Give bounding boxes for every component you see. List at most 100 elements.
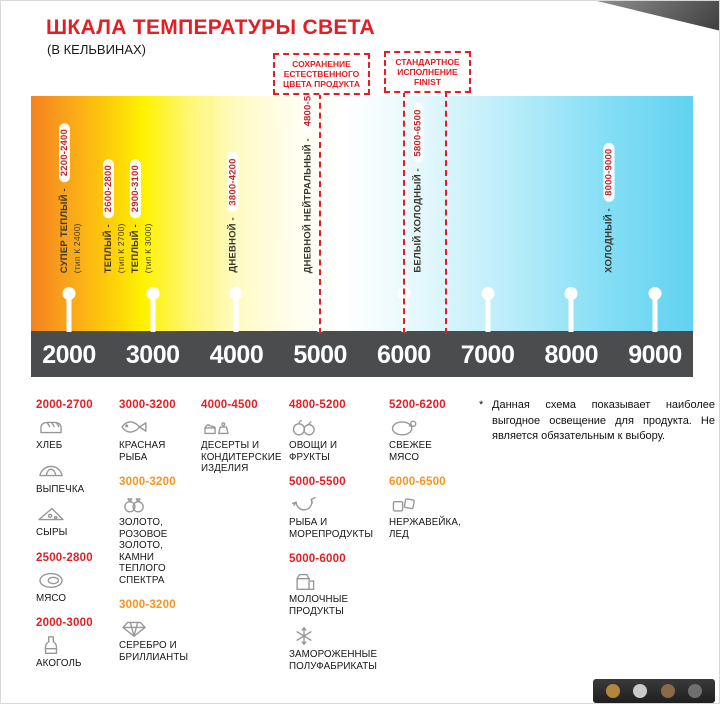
product-label: ОВОЩИ И ФРУКТЫ — [289, 440, 338, 463]
product-label: ХЛЕБ — [36, 440, 63, 451]
scale-tick-label: 3000 — [125, 341, 180, 369]
zone-name: БЕЛЫЙ ХОЛОДНЫЙ - — [412, 165, 424, 273]
scale-marker-2000 — [62, 287, 76, 300]
scale-marker-3000 — [146, 287, 160, 300]
zone-name: ТЕПЛЫЙ - — [103, 220, 114, 273]
product-item: ДЕСЕРТЫ И КОНДИТЕРСКИЕ ИЗДЕЛИЯ — [201, 416, 289, 475]
product-label: МОЛОЧНЫЕ ПРОДУКТЫ — [289, 594, 349, 617]
fish-icon — [119, 416, 201, 438]
zone-name: СУПЕР ТЕПЛЫЙ - — [59, 185, 70, 273]
product-range: 2000-3000 — [36, 617, 93, 629]
scale-marker-8000 — [564, 287, 578, 300]
scale-marker-stem — [485, 298, 491, 332]
product-item: ЗОЛОТО, РОЗОВОЕ ЗОЛОТО, КАМНИ ТЕПЛОГО СП… — [119, 493, 201, 586]
product-column-3: 4000-4500 ДЕСЕРТЫ И КОНДИТЕРСКИЕ ИЗДЕЛИЯ — [201, 399, 289, 483]
product-label: ЗАМОРОЖЕННЫЕ ПОЛУФАБРИКАТЫ — [289, 649, 378, 672]
scale-tick-label: 7000 — [460, 341, 515, 369]
zone-label: ХОЛОДНЫЙ - 8000-9000 — [603, 140, 616, 273]
zone-range-pill: 2200-2400 — [59, 122, 70, 182]
page-title: ШКАЛА ТЕМПЕРАТУРЫ СВЕТА — [46, 16, 375, 39]
product-range: 4000-4500 — [201, 399, 258, 411]
zone-label: ДНЕВНОЙ - 3800-4200 — [227, 149, 240, 273]
photo-dot — [606, 684, 621, 698]
zone-name: ДНЕВНОЙ - — [227, 214, 239, 273]
bread-icon — [36, 416, 114, 438]
product-item: ВЫПЕЧКА — [36, 460, 114, 496]
product-item: СЫРЫ — [36, 503, 114, 539]
scale-marker-4000 — [229, 287, 243, 300]
product-item: МОЛОЧНЫЕ ПРОДУКТЫ — [289, 570, 389, 617]
product-item: КРАСНАЯ РЫБА — [119, 416, 201, 463]
corner-graphic — [597, 1, 719, 31]
product-label: НЕРЖАВЕЙКА, ЛЕД — [389, 517, 461, 540]
zone-range-pill: 2900-3100 — [130, 158, 141, 218]
zone-label: СУПЕР ТЕПЛЫЙ - 2200-2400 (тип К 2400) — [58, 120, 84, 273]
zone-label: ДНЕВНОЙ НЕЙТРАЛЬНЫЙ - 4800-5200 — [302, 70, 315, 273]
zone-name: ДНЕВНОЙ НЕЙТРАЛЬНЫЙ - — [302, 134, 314, 273]
product-range: 4800-5200 — [289, 399, 346, 411]
scale-marker-stem — [568, 298, 574, 332]
product-label: СЕРЕБРО И БРИЛЛИАНТЫ — [119, 640, 189, 663]
callout-line: СТАНДАРТНОЕ — [395, 57, 460, 67]
rings-icon — [119, 493, 201, 515]
product-label: СЫРЫ — [36, 527, 68, 538]
zone-label: ТЕПЛЫЙ - 2900-3100 (тип К 3000) — [129, 156, 155, 273]
zone-name: ХОЛОДНЫЙ - — [603, 205, 615, 273]
zone-name: ТЕПЛЫЙ - — [130, 220, 141, 273]
scale-marker-stem — [233, 298, 239, 332]
scale-tick-label: 4000 — [209, 341, 264, 369]
page-subtitle: (В КЕЛЬВИНАХ) — [47, 42, 146, 57]
kelvin-gradient-bar — [31, 96, 693, 331]
temperature-scale: 2000 3000 4000 5000 6000 7000 8000 9000 СУПЕР ТЕ… — [31, 72, 693, 377]
product-item: ХЛЕБ — [36, 416, 114, 452]
zone-sub: (тип К 2700) — [116, 223, 126, 273]
product-range: 3000-3200 — [119, 476, 176, 488]
frozen-icon — [289, 625, 389, 647]
mark-line-6000 — [402, 91, 405, 334]
product-range: 2500-2800 — [36, 551, 93, 564]
cheese-icon — [36, 503, 114, 525]
zone-range-pill: 8000-9000 — [603, 143, 615, 203]
cakes-icon — [201, 416, 289, 438]
product-item: ЗАМОРОЖЕННЫЕ ПОЛУФАБРИКАТЫ — [289, 625, 389, 672]
product-item: МЯСО — [36, 569, 114, 605]
kelvin-axis-bar — [31, 331, 693, 377]
callout-line: ИСПОЛНЕНИЕ — [397, 67, 458, 77]
scale-tick-label: 6000 — [377, 341, 431, 369]
callout-finist-standard: СТАНДАРТНОЕ ИСПОЛНЕНИЕ FINIST — [384, 51, 471, 93]
callout-line: СОХРАНЕНИЕ — [292, 59, 351, 69]
fruits-icon — [289, 416, 389, 438]
zone-label: БЕЛЫЙ ХОЛОДНЫЙ - 5800-6500 — [412, 100, 425, 273]
callout-line: FINIST — [414, 77, 441, 87]
callout-line: ЕСТЕСТВЕННОГО — [283, 69, 360, 79]
zone-sub: (тип К 3000) — [143, 223, 153, 273]
product-label: АКОГОЛЬ — [36, 658, 82, 669]
scale-marker-stem — [652, 298, 658, 332]
photo-dot — [633, 684, 648, 698]
photo-dot — [660, 684, 675, 698]
scale-marker-9000 — [648, 287, 662, 300]
product-item: НЕРЖАВЕЙКА, ЛЕД — [389, 493, 461, 540]
product-item: РЫБА И МОРЕПРОДУКТЫ — [289, 493, 389, 540]
product-column-1: 2000-2700 ХЛЕБ ВЫПЕЧКА СЫРЫ 2500-2800 МЯСО 200… — [36, 399, 114, 678]
product-column-5: 5200-6200 СВЕЖЕЕ МЯСО 6000-6500 НЕРЖАВЕЙКА,… — [389, 399, 461, 548]
product-item: СВЕЖЕЕ МЯСО — [389, 416, 455, 463]
product-range: 3000-3200 — [119, 399, 176, 411]
seafood-icon — [289, 493, 389, 515]
footnote: * Данная схема показывает наиболее выгод… — [479, 398, 715, 445]
product-label: МЯСО — [36, 592, 67, 604]
product-label: СВЕЖЕЕ МЯСО — [389, 440, 432, 463]
footnote-text: Данная схема показывает наиболее выгодно… — [492, 399, 715, 442]
scale-marker-stem — [150, 298, 156, 332]
product-range: 5200-6200 — [389, 399, 446, 411]
product-item: СЕРЕБРО И БРИЛЛИАНТЫ — [119, 616, 201, 663]
product-range: 2000-2700 — [36, 399, 93, 411]
zone-sub: (тип К 2400) — [72, 223, 82, 273]
product-label: ДЕСЕРТЫ И КОНДИТЕРСКИЕ ИЗДЕЛИЯ — [201, 440, 282, 474]
pastry-icon — [36, 460, 114, 482]
product-range: 5000-5500 — [289, 476, 346, 488]
dairy-icon — [289, 570, 389, 592]
products-photo-strip — [593, 679, 715, 703]
product-range: 5000-6000 — [289, 553, 346, 565]
